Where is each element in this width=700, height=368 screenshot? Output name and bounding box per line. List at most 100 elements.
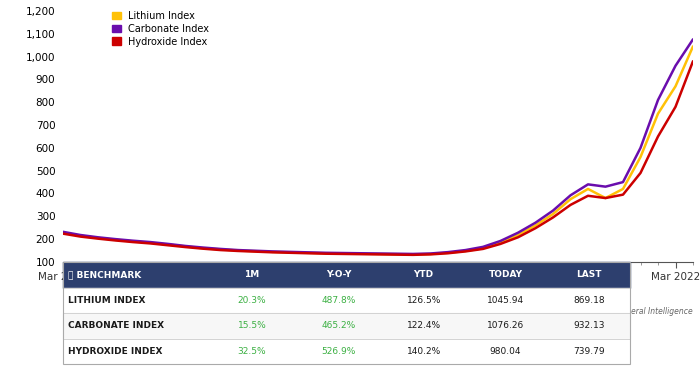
- Hydroxide Index: [689, 59, 697, 63]
- Hydroxide Index: [671, 105, 680, 109]
- Hydroxide Index: [286, 251, 295, 255]
- Carbonate Index: [566, 193, 575, 198]
- Hydroxide Index: [391, 252, 400, 257]
- Hydroxide Index: [566, 203, 575, 207]
- Text: LAST: LAST: [576, 270, 602, 279]
- Carbonate Index: [671, 64, 680, 68]
- Lithium Index: [339, 251, 347, 256]
- Text: 140.2%: 140.2%: [407, 347, 441, 356]
- Text: 32.5%: 32.5%: [238, 347, 266, 356]
- Lithium Index: [304, 251, 312, 255]
- Lithium Index: [269, 250, 277, 254]
- Carbonate Index: [426, 251, 435, 256]
- Hydroxide Index: [251, 250, 260, 254]
- Hydroxide Index: [94, 237, 102, 241]
- Lithium Index: [531, 223, 540, 228]
- Hydroxide Index: [479, 247, 487, 251]
- Lithium Index: [374, 252, 382, 256]
- Hydroxide Index: [76, 234, 85, 239]
- Hydroxide Index: [584, 194, 592, 198]
- Lithium Index: [391, 252, 400, 256]
- Lithium Index: [146, 241, 155, 245]
- Lithium Index: [444, 251, 452, 255]
- Carbonate Index: [531, 220, 540, 225]
- Carbonate Index: [304, 250, 312, 255]
- Bar: [63, 339, 630, 364]
- Lithium Index: [619, 187, 627, 191]
- Lithium Index: [566, 197, 575, 201]
- Hydroxide Index: [181, 245, 190, 249]
- Bar: [63, 262, 630, 287]
- Lithium Index: [636, 155, 645, 159]
- Carbonate Index: [444, 250, 452, 254]
- Lithium Index: [234, 248, 242, 253]
- Lithium Index: [496, 240, 505, 245]
- Text: 1M: 1M: [244, 270, 260, 279]
- Carbonate Index: [216, 247, 225, 251]
- Text: 122.4%: 122.4%: [407, 321, 441, 330]
- Carbonate Index: [181, 244, 190, 248]
- Text: 20.3%: 20.3%: [238, 296, 266, 305]
- Text: TODAY: TODAY: [489, 270, 523, 279]
- Carbonate Index: [339, 251, 347, 255]
- Carbonate Index: [549, 208, 557, 213]
- Text: 739.79: 739.79: [573, 347, 605, 356]
- Lithium Index: [181, 244, 190, 249]
- Carbonate Index: [94, 235, 102, 240]
- Lithium Index: [654, 112, 662, 116]
- Text: ⦿ BENCHMARK: ⦿ BENCHMARK: [68, 270, 141, 279]
- Hydroxide Index: [654, 134, 662, 139]
- Lithium Index: [199, 246, 207, 251]
- Hydroxide Index: [531, 226, 540, 230]
- Carbonate Index: [584, 182, 592, 187]
- Lithium Index: [251, 249, 260, 254]
- Carbonate Index: [409, 252, 417, 256]
- Lithium Index: [689, 44, 697, 49]
- Hydroxide Index: [111, 238, 120, 243]
- Carbonate Index: [479, 245, 487, 249]
- Line: Hydroxide Index: Hydroxide Index: [63, 61, 693, 255]
- Hydroxide Index: [426, 252, 435, 256]
- Hydroxide Index: [146, 241, 155, 246]
- Text: 126.5%: 126.5%: [407, 296, 441, 305]
- Carbonate Index: [689, 37, 697, 42]
- Lithium Index: [129, 239, 137, 244]
- Hydroxide Index: [514, 235, 522, 240]
- Lithium Index: [549, 212, 557, 216]
- Carbonate Index: [129, 238, 137, 243]
- Hydroxide Index: [59, 231, 67, 236]
- Lithium Index: [601, 196, 610, 200]
- Lithium Index: [216, 247, 225, 252]
- Lithium Index: [94, 236, 102, 240]
- Text: CARBONATE INDEX: CARBONATE INDEX: [68, 321, 164, 330]
- Line: Lithium Index: Lithium Index: [63, 46, 693, 254]
- Carbonate Index: [111, 237, 120, 241]
- Bar: [63, 313, 630, 339]
- Lithium Index: [671, 84, 680, 89]
- Text: HYDROXIDE INDEX: HYDROXIDE INDEX: [68, 347, 162, 356]
- Text: 932.13: 932.13: [573, 321, 605, 330]
- Text: YTD: YTD: [414, 270, 434, 279]
- Line: Carbonate Index: Carbonate Index: [63, 39, 693, 254]
- Lithium Index: [426, 252, 435, 256]
- Lithium Index: [356, 251, 365, 256]
- Carbonate Index: [391, 251, 400, 256]
- Carbonate Index: [636, 146, 645, 150]
- Text: 465.2%: 465.2%: [321, 321, 356, 330]
- Hydroxide Index: [234, 249, 242, 253]
- Hydroxide Index: [461, 249, 470, 254]
- Text: 15.5%: 15.5%: [237, 321, 267, 330]
- Hydroxide Index: [496, 242, 505, 246]
- Hydroxide Index: [636, 171, 645, 175]
- Hydroxide Index: [444, 251, 452, 255]
- Text: 526.9%: 526.9%: [321, 347, 356, 356]
- Lithium Index: [111, 238, 120, 242]
- Carbonate Index: [59, 230, 67, 234]
- Text: 869.18: 869.18: [573, 296, 605, 305]
- Text: 980.04: 980.04: [490, 347, 522, 356]
- Lithium Index: [514, 233, 522, 237]
- Hydroxide Index: [619, 192, 627, 197]
- Hydroxide Index: [304, 251, 312, 255]
- Hydroxide Index: [129, 240, 137, 244]
- Hydroxide Index: [549, 215, 557, 220]
